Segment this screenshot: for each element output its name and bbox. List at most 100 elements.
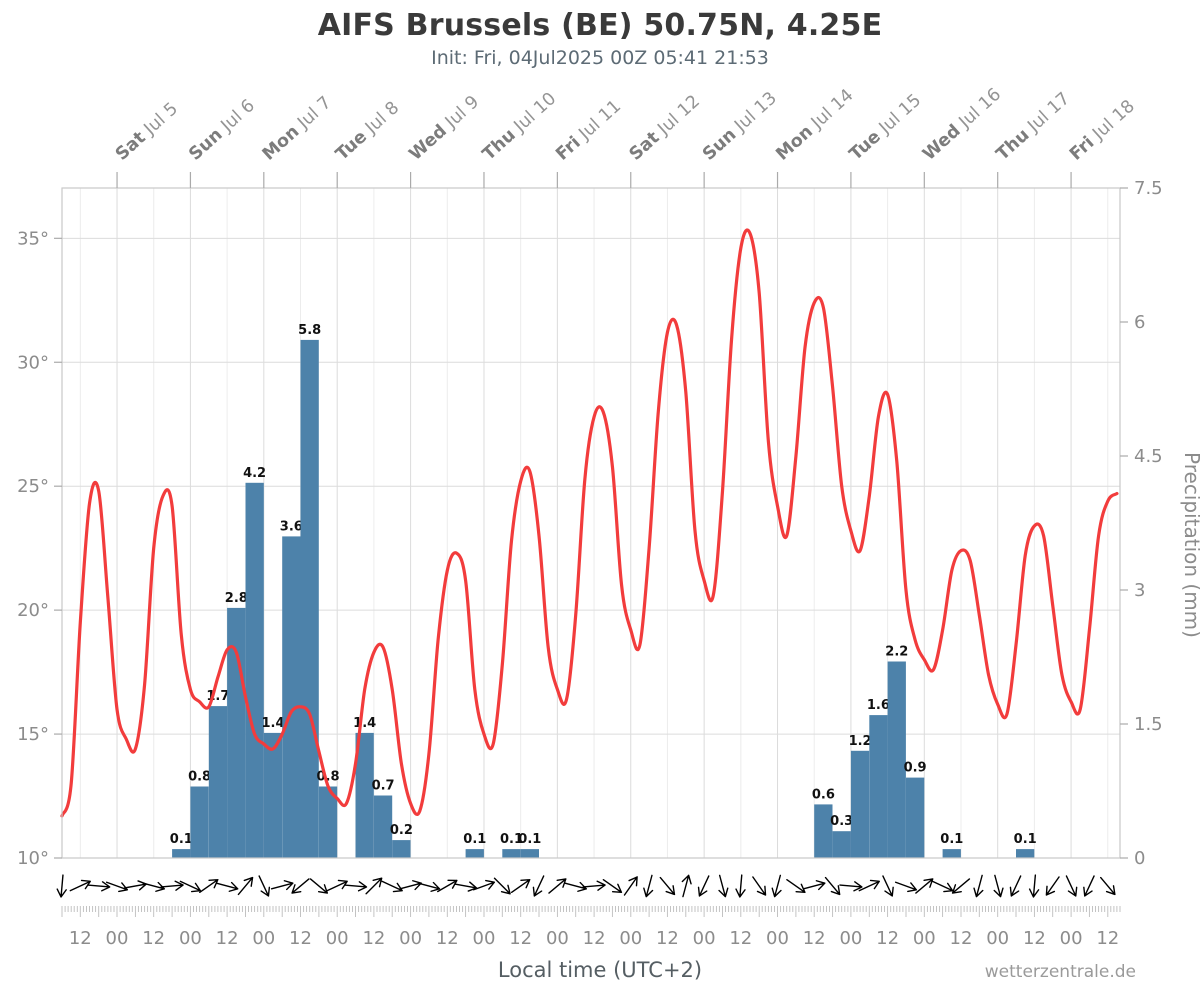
precip-bar: [172, 849, 191, 858]
wind-arrow: [532, 875, 545, 897]
temp-tick-label: 10°: [17, 848, 49, 869]
time-tick-label: 00: [693, 928, 716, 949]
precip-value-label: 0.6: [812, 787, 835, 802]
axes-layer: 10° 15° 20° 25° 30° 35° 0 1.5 3 4.5 6 7.5 Precipitat…: [17, 85, 1200, 869]
precip-bar: [887, 661, 906, 858]
precip-bar: [814, 804, 833, 858]
temperature-line: [60, 228, 1119, 818]
wind-arrow: [417, 881, 441, 892]
minor-tick-comb: [61, 906, 1121, 917]
precip-tick-label: 6: [1134, 312, 1145, 333]
day-label-date: Jul 8: [358, 98, 404, 142]
time-tick-label: 12: [729, 928, 752, 949]
wind-arrow: [381, 880, 403, 893]
time-tick-label: 12: [1023, 928, 1046, 949]
precip-bar: [263, 732, 283, 858]
precip-tick-label: 0: [1134, 848, 1145, 869]
precip-bar: [355, 732, 374, 858]
wind-arrow: [309, 878, 329, 894]
day-label-date: Jul 16: [951, 85, 1005, 136]
wind-arrow: [326, 879, 348, 892]
chart-title: AIFS Brussels (BE) 50.75N, 4.25E: [317, 8, 883, 43]
precip-value-label: 0.1: [500, 832, 523, 847]
day-label-date: Jul 14: [804, 85, 858, 136]
day-label: Mon Jul 7: [259, 93, 336, 165]
precip-value-label: 0.3: [830, 814, 853, 829]
day-label: Fri Jul 18: [1066, 96, 1139, 164]
wind-arrow: [681, 874, 692, 898]
precip-bar: [1016, 849, 1035, 858]
precip-bar: [373, 795, 393, 858]
time-tick-label: 12: [289, 928, 312, 949]
precip-bar: [392, 840, 411, 858]
time-tick-label: 00: [326, 928, 349, 949]
day-label-date: Jul 10: [506, 89, 560, 140]
grid-layer: [62, 188, 1120, 859]
precip-bar: [465, 849, 484, 858]
day-label: Tue Jul 8: [332, 98, 403, 165]
time-tick-label: 00: [766, 928, 789, 949]
time-tick-label: 00: [913, 928, 936, 949]
precip-value-label: 1.2: [849, 734, 872, 749]
time-tick-label: 00: [619, 928, 642, 949]
watermark: wetterzentrale.de: [984, 962, 1136, 982]
precip-value-label: 1.6: [867, 698, 890, 713]
day-label: Thu Jul 10: [479, 89, 560, 165]
wind-arrow: [735, 874, 746, 898]
precip-tick-label: 3: [1134, 580, 1145, 601]
precip-value-label: 0.9: [904, 761, 927, 776]
time-tick-label: 12: [216, 928, 239, 949]
wind-arrow: [437, 879, 458, 893]
day-label: Sun Jul 13: [699, 88, 781, 164]
precip-tick-label: 4.5: [1134, 446, 1163, 467]
wind-arrow: [931, 880, 954, 893]
day-label-date: Jul 18: [1085, 96, 1139, 147]
precip-value-label: 2.8: [225, 591, 248, 606]
temp-tick-label: 30°: [17, 352, 49, 373]
precip-bar: [318, 786, 338, 858]
wind-arrow: [142, 881, 166, 892]
precip-bar: [832, 831, 851, 858]
wind-arrow: [752, 876, 767, 896]
wind-arrow: [69, 879, 91, 892]
time-tick-label: 00: [179, 928, 202, 949]
wind-arrow: [824, 876, 841, 896]
wind-arrow: [1083, 875, 1095, 897]
wind-arrow: [602, 878, 623, 894]
precip-axis-title: Precipitation (mm): [1180, 452, 1200, 638]
wind-arrow: [894, 881, 918, 893]
precip-bar: [190, 786, 209, 858]
time-tick-label: 00: [106, 928, 129, 949]
precip-value-label: 0.7: [372, 779, 395, 794]
wind-arrow: [493, 877, 511, 895]
wind-arrow: [802, 880, 826, 891]
day-label-date: Jul 11: [571, 96, 625, 147]
wind-arrow: [993, 874, 1004, 898]
time-tick-label: 12: [656, 928, 679, 949]
wind-layer: [56, 874, 1116, 898]
precip-bar: [245, 482, 264, 858]
wind-arrow: [697, 875, 710, 897]
time-tick-label: 12: [950, 928, 973, 949]
wind-arrow: [160, 880, 184, 891]
precip-value-label: 3.6: [280, 519, 303, 534]
time-tick-label: 00: [252, 928, 275, 949]
day-label-date: Jul 9: [438, 92, 484, 136]
time-tick-label: 12: [509, 928, 532, 949]
precip-value-label: 0.1: [463, 832, 486, 847]
wind-arrow: [343, 881, 368, 892]
precip-value-label: 0.2: [390, 823, 413, 838]
wind-arrow: [1045, 876, 1060, 896]
day-label-date: Jul 15: [871, 90, 925, 141]
wind-arrow: [718, 874, 729, 898]
chart-subtitle: Init: Fri, 04Jul2025 00Z 05:41 21:53: [431, 47, 769, 69]
wind-arrow: [858, 879, 880, 892]
day-label: Mon Jul 14: [772, 85, 857, 164]
precip-value-label: 1.4: [261, 716, 284, 731]
precip-tick-label: 7.5: [1134, 178, 1163, 199]
precip-value-label: 4.2: [243, 466, 266, 481]
precip-bar: [869, 715, 888, 858]
wind-arrow: [237, 876, 254, 896]
wind-arrow: [258, 875, 271, 897]
